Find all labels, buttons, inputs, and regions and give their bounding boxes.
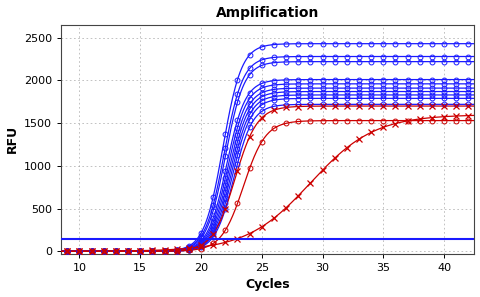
Title: Amplification: Amplification (216, 6, 320, 20)
X-axis label: Cycles: Cycles (246, 279, 290, 291)
Y-axis label: RFU: RFU (6, 125, 19, 154)
